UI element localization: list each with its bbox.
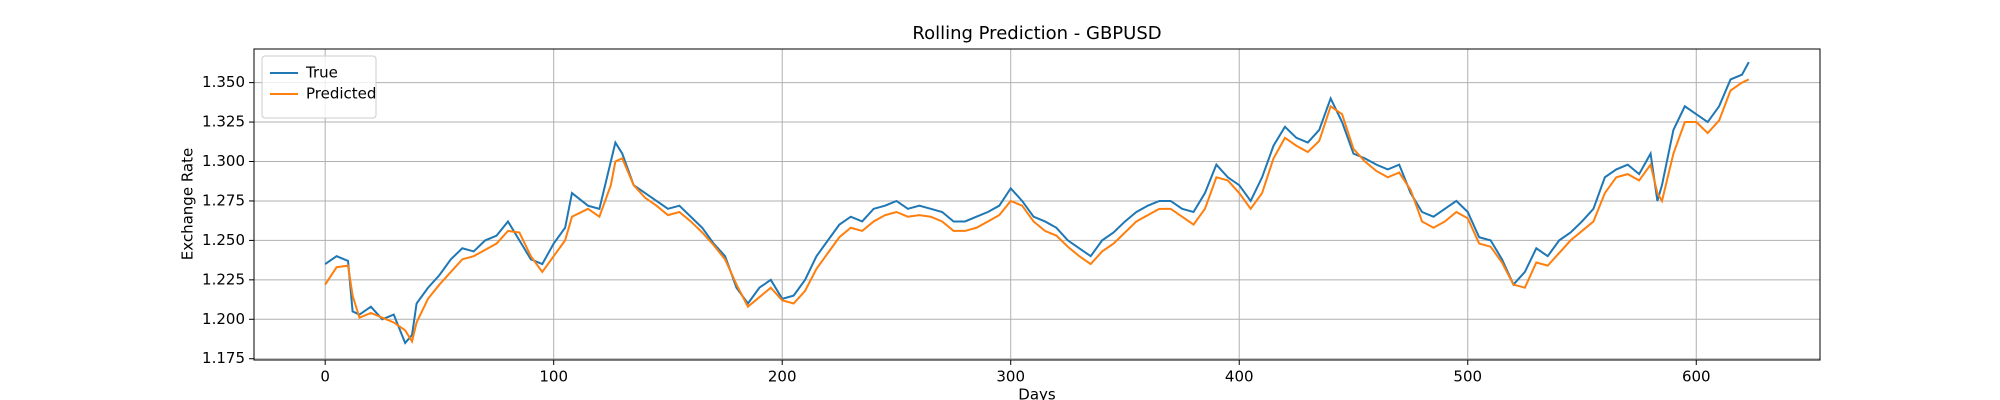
x-tick-label: 600	[1682, 368, 1711, 386]
y-tick-label: 1.225	[202, 270, 245, 288]
x-tick-label: 200	[768, 368, 797, 386]
x-tick-label: 0	[320, 368, 330, 386]
y-tick-label: 1.175	[202, 349, 245, 367]
legend-label: Predicted	[306, 85, 376, 103]
x-tick-label: 500	[1453, 368, 1482, 386]
y-axis-label: Exchange Rate	[179, 148, 197, 260]
legend-label: True	[305, 64, 338, 82]
line	[324, 78, 1750, 344]
y-tick-label: 1.275	[202, 191, 245, 209]
y-tick-label: 1.325	[202, 113, 245, 131]
y-tick-label: 1.250	[202, 231, 245, 249]
y-tick-label: 1.200	[202, 310, 245, 328]
x-tick-label: 100	[539, 368, 568, 386]
y-tick-label: 1.350	[202, 73, 245, 91]
x-tick-label: 400	[1225, 368, 1254, 386]
line	[324, 61, 1750, 345]
axes-frame	[253, 48, 1821, 361]
chart-title: Rolling Prediction - GBPUSD	[912, 23, 1161, 44]
x-axis-label: Days	[1018, 386, 1056, 400]
y-tick-label: 1.300	[202, 152, 245, 170]
x-tick-label: 300	[996, 368, 1025, 386]
legend-box	[261, 55, 377, 119]
